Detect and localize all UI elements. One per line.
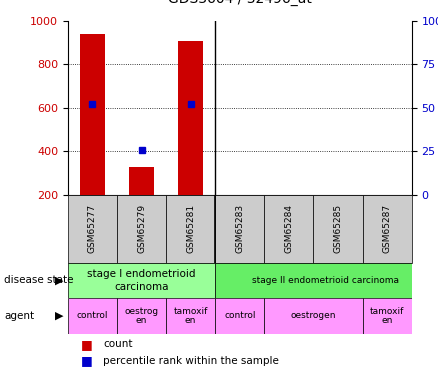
Bar	[363, 298, 412, 334]
Bar	[166, 298, 215, 334]
Bar	[265, 195, 314, 262]
Text: control: control	[77, 311, 108, 320]
Text: oestrog
en: oestrog en	[124, 307, 159, 325]
Text: disease state: disease state	[4, 275, 74, 285]
Text: agent: agent	[4, 311, 35, 321]
Bar	[215, 262, 412, 298]
Text: GSM65285: GSM65285	[334, 204, 343, 254]
Bar	[363, 195, 412, 262]
Bar	[215, 298, 265, 334]
Text: tamoxif
en: tamoxif en	[173, 307, 208, 325]
Text: GSM65281: GSM65281	[186, 204, 195, 254]
Bar	[129, 166, 154, 195]
Text: GDS3604 / 32496_at: GDS3604 / 32496_at	[168, 0, 312, 6]
Bar	[68, 195, 117, 262]
Bar	[80, 34, 105, 195]
Text: percentile rank within the sample: percentile rank within the sample	[103, 356, 279, 366]
Text: GSM65279: GSM65279	[137, 204, 146, 254]
Text: GSM65284: GSM65284	[284, 204, 293, 253]
Text: tamoxif
en: tamoxif en	[370, 307, 404, 325]
Bar	[178, 41, 203, 195]
Text: ▶: ▶	[55, 275, 64, 285]
Bar	[117, 298, 166, 334]
Text: stage I endometrioid
carcinoma: stage I endometrioid carcinoma	[87, 269, 196, 291]
Bar	[314, 195, 363, 262]
Text: GSM65283: GSM65283	[235, 204, 244, 254]
Text: count: count	[103, 339, 132, 349]
Bar	[215, 195, 265, 262]
Text: GSM65277: GSM65277	[88, 204, 97, 254]
Bar	[117, 195, 166, 262]
Text: ■: ■	[81, 354, 93, 367]
Bar	[68, 262, 215, 298]
Text: GSM65287: GSM65287	[383, 204, 392, 254]
Bar	[265, 298, 363, 334]
Text: oestrogen: oestrogen	[291, 311, 336, 320]
Bar	[68, 298, 117, 334]
Text: ■: ■	[81, 338, 93, 351]
Bar	[166, 195, 215, 262]
Text: control: control	[224, 311, 255, 320]
Text: ▶: ▶	[55, 311, 64, 321]
Text: stage II endometrioid carcinoma: stage II endometrioid carcinoma	[252, 276, 399, 285]
